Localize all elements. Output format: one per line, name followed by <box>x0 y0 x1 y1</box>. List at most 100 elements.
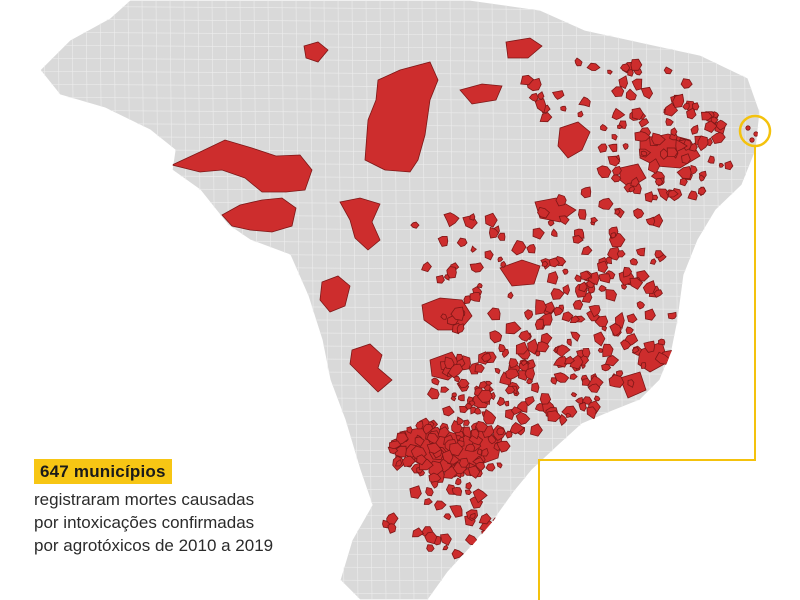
highlighted-municipality <box>672 93 685 108</box>
highlighted-municipality <box>532 227 545 240</box>
highlighted-municipality <box>638 118 650 128</box>
highlighted-municipality <box>689 142 698 152</box>
highlighted-municipality <box>481 352 492 362</box>
highlighted-municipality <box>426 442 442 454</box>
highlighted-municipality <box>550 288 565 300</box>
highlighted-municipality <box>586 280 596 289</box>
highlighted-municipality <box>515 341 529 355</box>
highlighted-municipality <box>492 517 500 527</box>
highlighted-municipality <box>478 380 488 389</box>
highlighted-municipality <box>410 221 420 229</box>
highlighted-municipality <box>559 413 568 426</box>
highlighted-municipality <box>596 260 609 274</box>
highlighted-municipality <box>564 355 576 365</box>
highlighted-municipality <box>565 412 572 418</box>
highlighted-municipality <box>625 88 637 101</box>
highlighted-municipality <box>401 455 416 467</box>
highlighted-municipality <box>425 487 434 497</box>
highlighted-municipality <box>487 307 501 321</box>
highlighted-municipality <box>451 548 464 560</box>
highlighted-municipality <box>497 232 506 241</box>
highlighted-municipality <box>469 292 481 303</box>
highlighted-municipality <box>395 458 403 467</box>
highlighted-municipality <box>409 485 422 499</box>
highlighted-municipality <box>511 240 527 256</box>
highlighted-municipality <box>625 326 634 334</box>
highlighted-municipality <box>489 330 503 344</box>
highlighted-municipality <box>607 155 621 167</box>
municipality-region-amazonas-west <box>170 139 313 193</box>
highlighted-municipality <box>528 92 539 102</box>
highlighted-municipality <box>467 465 481 479</box>
highlighted-municipality <box>605 289 618 302</box>
highlighted-municipality <box>441 449 454 465</box>
highlighted-municipality <box>630 58 643 71</box>
highlighted-municipality <box>437 236 449 247</box>
highlighted-municipality <box>450 306 465 321</box>
highlighted-municipality <box>434 500 447 511</box>
highlighted-municipality <box>622 266 633 278</box>
highlighted-municipality <box>697 186 707 196</box>
highlighted-municipality <box>724 160 734 171</box>
municipality-region-tocantins <box>459 83 503 105</box>
highlighted-municipality <box>631 107 644 121</box>
highlighted-municipality <box>423 497 433 505</box>
highlighted-municipality <box>550 377 558 385</box>
highlighted-municipality <box>530 423 543 437</box>
highlighted-municipality <box>456 237 468 248</box>
highlighted-municipality <box>704 120 718 133</box>
highlighted-municipality <box>607 246 622 261</box>
highlighted-municipality <box>424 531 438 545</box>
highlighted-municipality <box>456 416 465 426</box>
highlighted-municipality <box>474 407 481 415</box>
highlighted-municipality <box>749 137 755 143</box>
highlighted-municipality <box>630 176 640 187</box>
highlighted-municipality <box>496 396 505 407</box>
highlighted-municipality <box>509 421 525 435</box>
highlighted-municipality <box>531 382 540 394</box>
highlighted-municipality <box>561 405 578 418</box>
highlighted-municipality <box>481 529 491 539</box>
highlighted-municipality <box>627 379 635 388</box>
highlighted-municipality <box>457 394 465 402</box>
highlighted-municipality <box>443 212 460 228</box>
highlighted-municipality <box>416 454 428 466</box>
highlighted-municipality <box>574 57 583 67</box>
highlighted-municipality <box>577 110 584 118</box>
highlighted-municipality <box>578 96 591 108</box>
highlighted-municipality <box>745 125 751 131</box>
highlighted-municipality <box>518 330 532 342</box>
highlighted-municipality <box>572 235 584 244</box>
highlighted-municipality <box>500 260 507 268</box>
legend-count-badge: 647 municípios <box>34 459 172 484</box>
highlighted-municipality <box>553 306 564 317</box>
highlighted-municipality <box>615 370 624 377</box>
highlighted-municipality <box>759 123 760 129</box>
highlighted-municipality <box>716 119 728 131</box>
highlighted-municipality <box>718 162 725 168</box>
highlighted-municipality <box>629 277 644 290</box>
highlighted-municipality <box>628 186 636 193</box>
highlighted-municipality <box>611 86 625 98</box>
highlighted-municipality <box>609 323 622 337</box>
callout-line <box>538 146 756 600</box>
highlighted-municipality <box>640 150 648 156</box>
highlighted-municipality <box>707 155 715 164</box>
highlighted-municipality <box>569 315 580 323</box>
highlighted-municipality <box>658 338 666 346</box>
highlighted-municipality <box>572 299 584 310</box>
highlighted-municipality <box>605 256 613 265</box>
highlighted-municipality <box>449 505 463 518</box>
highlighted-municipality <box>597 143 608 153</box>
highlighted-municipality <box>524 367 536 381</box>
highlighted-municipality <box>645 216 656 226</box>
highlighted-municipality <box>483 408 497 425</box>
highlighted-municipality <box>598 197 614 210</box>
highlighted-municipality <box>600 124 608 132</box>
highlighted-municipality <box>437 426 451 438</box>
highlighted-municipality <box>426 387 440 400</box>
highlighted-municipality <box>415 420 424 430</box>
highlighted-municipality <box>597 347 604 353</box>
municipality-region-pi <box>557 121 591 159</box>
highlighted-municipality <box>469 262 484 273</box>
